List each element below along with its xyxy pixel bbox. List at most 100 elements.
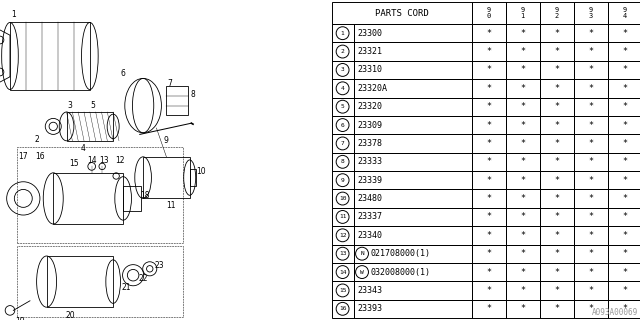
Text: *: *: [554, 47, 559, 56]
Text: *: *: [486, 139, 491, 148]
Bar: [540, 263, 574, 281]
Text: *: *: [554, 194, 559, 203]
Text: *: *: [486, 84, 491, 93]
Bar: [506, 61, 540, 79]
Text: 4: 4: [340, 86, 344, 91]
Bar: [506, 189, 540, 208]
Bar: [608, 281, 640, 300]
Text: 9: 9: [340, 178, 344, 183]
Bar: [354, 226, 472, 244]
Text: *: *: [623, 84, 627, 93]
Bar: [540, 98, 574, 116]
Text: 14: 14: [87, 156, 97, 164]
Bar: [540, 24, 574, 42]
Text: 17: 17: [19, 152, 28, 161]
Text: *: *: [520, 249, 525, 258]
Bar: [332, 281, 354, 300]
Text: W: W: [360, 269, 364, 275]
Text: 6: 6: [121, 69, 125, 78]
Text: *: *: [554, 157, 559, 166]
Bar: [540, 42, 574, 61]
Bar: [472, 24, 506, 42]
Text: 21: 21: [122, 284, 131, 292]
Bar: [332, 189, 354, 208]
Text: *: *: [554, 212, 559, 221]
Text: *: *: [588, 102, 593, 111]
Text: *: *: [554, 84, 559, 93]
Bar: [123, 186, 141, 211]
Bar: [506, 300, 540, 318]
Bar: [332, 208, 354, 226]
Text: 23300: 23300: [358, 29, 383, 38]
Text: *: *: [486, 286, 491, 295]
Text: *: *: [520, 212, 525, 221]
Text: 6: 6: [340, 123, 344, 128]
Text: 11: 11: [166, 201, 176, 210]
Text: *: *: [623, 121, 627, 130]
Bar: [574, 116, 608, 134]
Bar: [506, 24, 540, 42]
Bar: [540, 61, 574, 79]
Bar: [608, 134, 640, 153]
Bar: [354, 24, 472, 42]
Text: *: *: [486, 212, 491, 221]
Text: *: *: [554, 231, 559, 240]
Text: 23333: 23333: [358, 157, 383, 166]
Bar: [354, 244, 472, 263]
Text: *: *: [486, 176, 491, 185]
Bar: [540, 116, 574, 134]
Text: *: *: [623, 157, 627, 166]
Bar: [332, 171, 354, 189]
Bar: [354, 42, 472, 61]
Text: *: *: [588, 84, 593, 93]
Bar: [540, 2, 574, 24]
Text: *: *: [486, 102, 491, 111]
Text: *: *: [486, 47, 491, 56]
Text: 23378: 23378: [358, 139, 383, 148]
Text: 9
2: 9 2: [555, 7, 559, 19]
Text: *: *: [486, 268, 491, 276]
Bar: [53, 173, 123, 224]
Text: 12: 12: [339, 233, 346, 238]
Bar: [608, 189, 640, 208]
Text: *: *: [623, 249, 627, 258]
Text: *: *: [623, 176, 627, 185]
Text: *: *: [588, 157, 593, 166]
Text: *: *: [520, 84, 525, 93]
Text: *: *: [554, 121, 559, 130]
Bar: [472, 281, 506, 300]
Bar: [506, 2, 540, 24]
Text: 23321: 23321: [358, 47, 383, 56]
Bar: [608, 61, 640, 79]
Bar: [574, 281, 608, 300]
Text: *: *: [588, 249, 593, 258]
Text: 5: 5: [340, 104, 344, 109]
Bar: [472, 79, 506, 98]
Bar: [332, 116, 354, 134]
Text: *: *: [520, 231, 525, 240]
Text: *: *: [486, 194, 491, 203]
Bar: [354, 61, 472, 79]
Bar: [506, 226, 540, 244]
Bar: [472, 134, 506, 153]
Bar: [608, 300, 640, 318]
Text: *: *: [623, 65, 627, 75]
Text: 22: 22: [138, 274, 148, 283]
Text: *: *: [520, 139, 525, 148]
Text: *: *: [486, 249, 491, 258]
Text: 7: 7: [340, 141, 344, 146]
Bar: [540, 208, 574, 226]
Bar: [506, 134, 540, 153]
Bar: [574, 2, 608, 24]
Text: 11: 11: [339, 214, 346, 220]
Text: 10: 10: [196, 167, 206, 176]
Text: 15: 15: [69, 159, 79, 168]
Bar: [540, 300, 574, 318]
Bar: [608, 153, 640, 171]
Bar: [574, 263, 608, 281]
Bar: [332, 98, 354, 116]
Bar: [506, 208, 540, 226]
Bar: [472, 244, 506, 263]
Text: PARTS CORD: PARTS CORD: [375, 9, 428, 18]
Bar: [332, 134, 354, 153]
